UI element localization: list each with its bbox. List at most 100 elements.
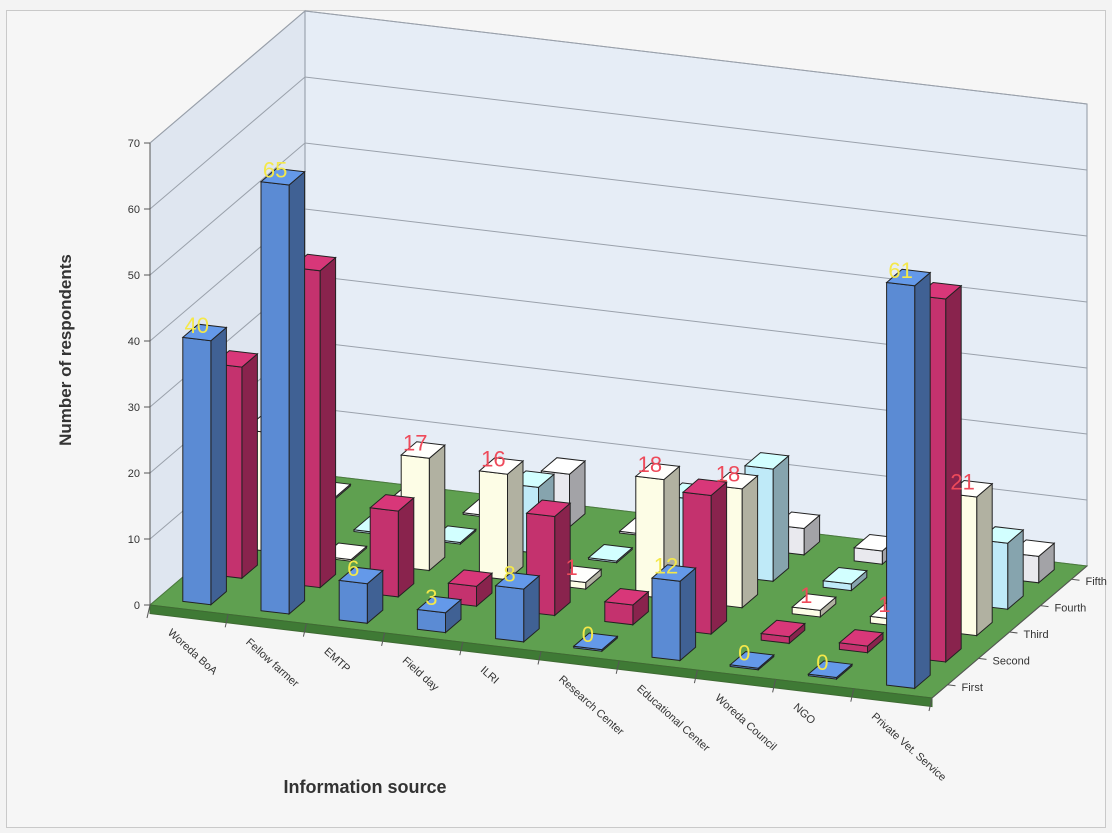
gridline [149,142,1088,276]
bar-side [397,496,415,598]
bar-top [822,566,868,585]
bar-side [210,326,227,606]
x-tick-label: Fellow farmer [243,636,301,690]
data-label: 16 [481,447,505,472]
bar-top [369,494,415,512]
data-label: 40 [185,313,209,338]
data-label: 21 [950,469,974,494]
x-tick-label: Field day [400,655,442,694]
bar-side [428,444,446,572]
chart-bars [181,167,1056,690]
x-tick [537,651,542,665]
bar-top [681,478,728,497]
x-tick [850,688,855,702]
x-tick-label: Research Center [556,673,626,738]
data-label: 61 [888,258,912,283]
x-tick [615,660,620,674]
bar-top [807,660,854,679]
bar [181,323,228,606]
chart-data-labels: 40 65 6 3 8 0 12 0 0 61 17 16 1 18 18 1 1 21 [185,157,975,674]
y-tick-label: 70 [128,138,140,150]
bar-side [772,454,790,583]
bar [572,632,619,653]
y-tick-label: 0 [134,600,140,612]
bar-front [260,181,290,615]
data-label: 8 [503,562,515,587]
depth-tick [1071,578,1080,581]
bar [525,499,572,617]
bar-side [319,256,337,589]
y-axis-title: Number of respondents [56,254,75,446]
x-tick-label: Private Vet. Service [869,711,948,784]
data-label: 1 [565,555,577,580]
bar [338,566,384,625]
y-tick-label: 50 [128,270,140,282]
bar-front [495,585,525,643]
bar-top [885,268,932,287]
bar-top [791,593,837,611]
bar [838,629,885,654]
data-label: 17 [403,431,427,456]
data-label: 1 [800,583,812,608]
bar [822,566,868,592]
depth-axis-label: Fifth [1086,576,1107,588]
bar-front [338,579,368,624]
floor-edge [149,604,933,708]
bar-top [525,499,572,518]
bar-front [651,577,681,662]
bar-side [710,481,728,636]
bar-front [604,601,634,626]
data-label: 1 [878,592,890,617]
bar-top [416,595,463,614]
bar-top [400,441,446,459]
x-tick-label: Woreda BoA [165,627,220,678]
x-tick-label: ILRI [478,664,501,686]
bar-side [1007,528,1024,611]
bar [603,587,650,626]
depth-tick [947,684,956,687]
data-label: 65 [263,157,287,182]
data-label: 18 [638,452,662,477]
y-tick-label: 30 [128,402,140,414]
bar-side [741,474,759,609]
bar [478,457,525,581]
data-label: 12 [654,554,678,579]
x-tick [146,604,151,619]
bar [760,619,806,645]
bar-top [540,457,587,475]
bar-top [650,564,697,582]
depth-tick [978,657,987,660]
bar [791,593,837,619]
data-label: 6 [347,556,359,581]
bar-top [259,167,306,186]
x-tick-label: Educational Center [634,683,712,755]
bar [885,268,932,690]
bar [650,564,697,662]
bar-front [182,336,212,606]
bar [416,595,463,634]
bar-top [729,651,775,669]
data-label: 0 [816,650,828,675]
depth-axis-label: Third [1024,629,1049,641]
x-tick [224,614,229,628]
bar-side [288,170,306,616]
x-tick [459,642,464,656]
x-tick [693,669,698,684]
bar-top [634,462,681,481]
x-tick-label: Woreda Council [712,692,778,753]
gridline [149,76,1088,210]
bar-top [760,619,806,638]
x-tick [928,697,933,712]
data-label: 0 [582,622,594,647]
depth-axis-label: Second [993,655,1030,667]
gridline [149,10,1088,144]
bar-side [914,271,931,690]
x-tick [772,679,777,693]
bar-top [838,629,885,647]
bar-top [587,543,634,562]
bar-top [338,566,384,585]
bar [807,660,854,681]
depth-tick [1009,631,1018,634]
